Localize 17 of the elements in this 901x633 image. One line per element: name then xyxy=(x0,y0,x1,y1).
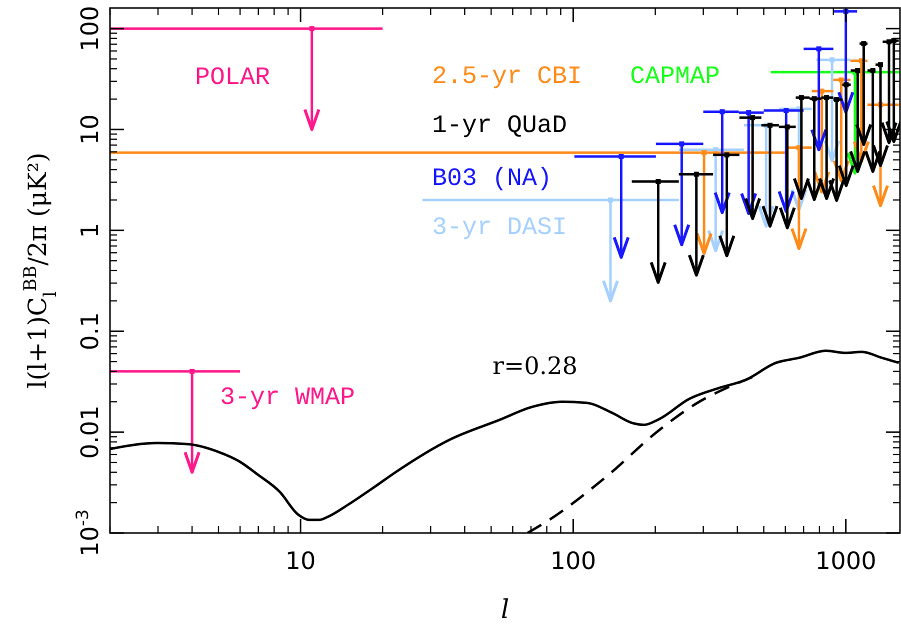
text: 2.5-yr CBI xyxy=(432,62,582,91)
text: CAPMAP xyxy=(630,62,720,91)
y-tick-label: 100 xyxy=(76,6,104,52)
x-tick-label: 10 xyxy=(285,547,316,575)
series-label: 3-yr WMAP xyxy=(220,383,356,412)
x-tick-label: 100 xyxy=(550,547,596,575)
text: B03 (NA) xyxy=(432,164,552,193)
y-tick-label: 1 xyxy=(76,222,104,238)
y-tick-label: 0.1 xyxy=(76,312,104,350)
text: POLAR xyxy=(195,63,270,92)
x-axis-title: l xyxy=(500,595,510,625)
annotation: r=0.28 xyxy=(492,352,578,380)
series-label: 3-yr DASI xyxy=(432,213,568,242)
y-tick-label: 10 xyxy=(76,114,104,145)
text: 1-yr QUaD xyxy=(432,111,568,140)
y-tick-label: 0.01 xyxy=(76,405,104,459)
x-tick-label: 1000 xyxy=(815,547,876,575)
